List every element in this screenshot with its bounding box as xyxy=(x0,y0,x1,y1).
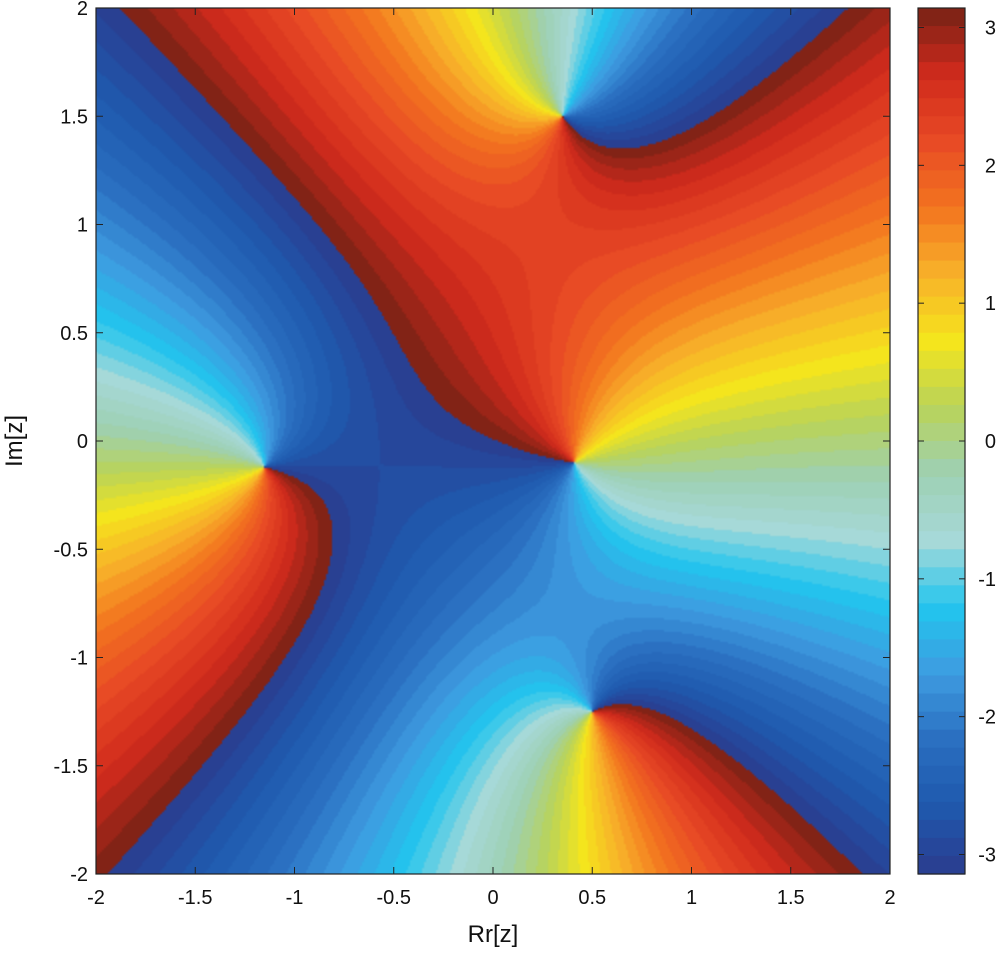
colorbar: 3 2 1 0 -1 -2 -3 xyxy=(917,7,996,875)
colorbar-band xyxy=(918,368,965,388)
colorbar-band xyxy=(918,170,965,190)
colorbar-band xyxy=(918,729,965,749)
colorbar-band xyxy=(918,513,965,532)
y-tick-label: 0.5 xyxy=(60,323,88,345)
colorbar-band xyxy=(918,549,965,568)
colorbar-tick-label: 3 xyxy=(985,18,996,40)
y-tick-label: -1.5 xyxy=(54,756,88,778)
colorbar-band xyxy=(918,350,965,370)
phase-field-image xyxy=(96,8,890,874)
colorbar-bands xyxy=(918,8,965,875)
colorbar-band xyxy=(918,296,965,316)
colorbar-band xyxy=(918,386,965,406)
x-tick-label: 0 xyxy=(487,887,498,909)
colorbar-tick-label: -1 xyxy=(978,569,996,591)
colorbar-band xyxy=(918,404,965,424)
colorbar-band xyxy=(918,477,965,496)
colorbar-band xyxy=(918,62,965,81)
colorbar-band xyxy=(918,80,965,99)
x-axis-ticks: -2 -1.5 -1 -0.5 0 0.5 1 1.5 2 xyxy=(87,8,896,909)
colorbar-tick-label: -3 xyxy=(978,844,996,866)
colorbar-tick-label: 0 xyxy=(985,431,996,453)
colorbar-band xyxy=(918,783,965,803)
colorbar-band xyxy=(918,224,965,244)
x-tick-label: -0.5 xyxy=(377,887,411,909)
colorbar-band xyxy=(918,639,965,659)
colorbar-band xyxy=(918,422,965,442)
colorbar-band xyxy=(918,855,965,875)
colorbar-band xyxy=(918,116,965,135)
colorbar-band xyxy=(918,278,965,298)
colorbar-band xyxy=(918,711,965,731)
colorbar-tick-label: 2 xyxy=(985,155,996,177)
colorbar-band xyxy=(918,675,965,695)
y-tick-label: -2 xyxy=(70,864,88,886)
x-tick-label: 1 xyxy=(686,887,697,909)
colorbar-band xyxy=(918,459,965,478)
colorbar-band xyxy=(918,621,965,641)
heatmap-plot: -2 -1.5 -1 -0.5 0 0.5 1 1.5 2 2 1.5 1 0.5 0 -0.5 -1 -1.… xyxy=(1,0,896,948)
colorbar-band xyxy=(918,152,965,171)
x-tick-label: 1.5 xyxy=(777,887,805,909)
colorbar-band xyxy=(918,332,965,352)
colorbar-band xyxy=(918,260,965,280)
colorbar-band xyxy=(918,8,965,27)
y-tick-label: 1 xyxy=(77,215,88,237)
x-tick-label: -1.5 xyxy=(178,887,212,909)
colorbar-band xyxy=(918,693,965,713)
colorbar-band xyxy=(918,837,965,857)
colorbar-band xyxy=(918,567,965,586)
colorbar-band xyxy=(918,441,965,460)
colorbar-band xyxy=(918,314,965,334)
colorbar-band xyxy=(918,657,965,677)
colorbar-band xyxy=(918,585,965,604)
x-axis-label: Rr[z] xyxy=(468,921,519,948)
colorbar-band xyxy=(918,819,965,839)
colorbar-band xyxy=(918,531,965,550)
colorbar-band xyxy=(918,242,965,262)
y-tick-label: 1.5 xyxy=(60,106,88,128)
x-tick-label: -2 xyxy=(87,887,105,909)
colorbar-band xyxy=(918,765,965,785)
colorbar-band xyxy=(918,747,965,767)
x-tick-label: 2 xyxy=(884,887,895,909)
colorbar-band xyxy=(918,188,965,208)
colorbar-band xyxy=(918,801,965,821)
y-tick-label: 2 xyxy=(77,0,88,20)
y-axis-ticks: 2 1.5 1 0.5 0 -0.5 -1 -1.5 -2 xyxy=(54,0,890,886)
colorbar-band xyxy=(918,44,965,63)
colorbar-band xyxy=(918,26,965,45)
colorbar-band xyxy=(918,603,965,623)
y-tick-label: 0 xyxy=(77,431,88,453)
colorbar-tick-label: 1 xyxy=(985,293,996,315)
x-tick-label: -1 xyxy=(286,887,304,909)
colorbar-band xyxy=(918,134,965,153)
colorbar-tick-label: -2 xyxy=(978,707,996,729)
y-axis-label: Im[z] xyxy=(1,415,28,467)
colorbar-band xyxy=(918,495,965,514)
colorbar-band xyxy=(918,206,965,226)
colorbar-ticks: 3 2 1 0 -1 -2 -3 xyxy=(918,18,996,866)
y-tick-label: -0.5 xyxy=(54,539,88,561)
y-tick-label: -1 xyxy=(70,648,88,670)
x-tick-label: 0.5 xyxy=(578,887,606,909)
colorbar-band xyxy=(918,98,965,117)
